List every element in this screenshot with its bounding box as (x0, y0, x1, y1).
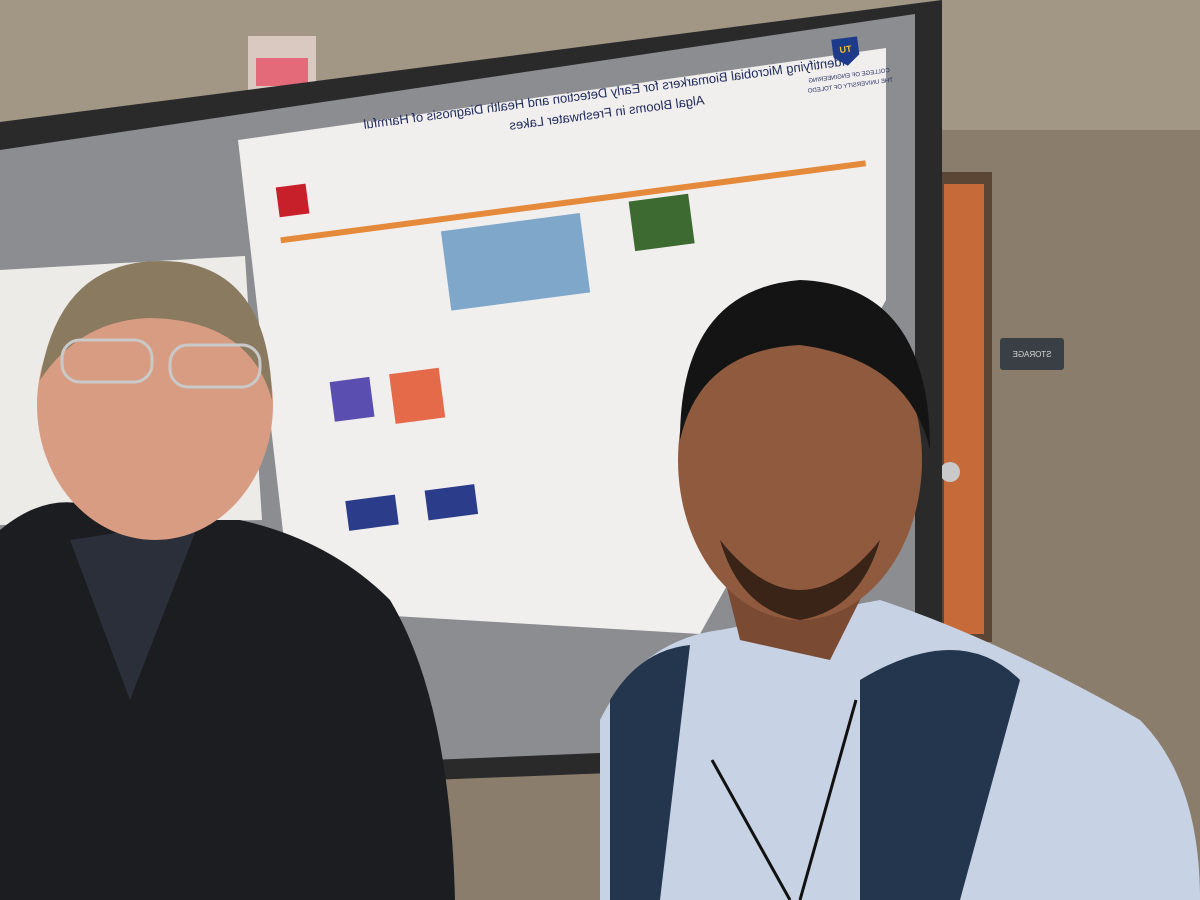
alarm-light (256, 58, 308, 86)
backpack-strap (860, 650, 1020, 900)
door-knob (940, 462, 960, 482)
left-person-hair (40, 260, 272, 400)
heatmap (345, 494, 399, 531)
right-person-beard (720, 540, 880, 620)
lanyard (710, 699, 858, 900)
door (944, 184, 984, 634)
left-person-face (37, 270, 273, 540)
heatmap (424, 484, 479, 521)
corps-logo (275, 183, 310, 218)
room-sign (1000, 338, 1064, 370)
ut-shield (831, 36, 860, 66)
room-sign-text: STORAGE (1013, 350, 1052, 359)
right-person-face (678, 300, 922, 620)
right-person-hair (680, 280, 930, 450)
heatmap (389, 367, 446, 424)
left-person-glasses (168, 343, 262, 389)
backpack-strap (610, 645, 690, 900)
left-person-glasses (60, 338, 154, 384)
section-bar (280, 160, 867, 244)
map-figure (440, 213, 591, 311)
ut-logo: UT (839, 44, 853, 56)
photo-figure (628, 193, 695, 252)
left-person-shirt (70, 520, 200, 700)
heatmap (329, 376, 375, 422)
